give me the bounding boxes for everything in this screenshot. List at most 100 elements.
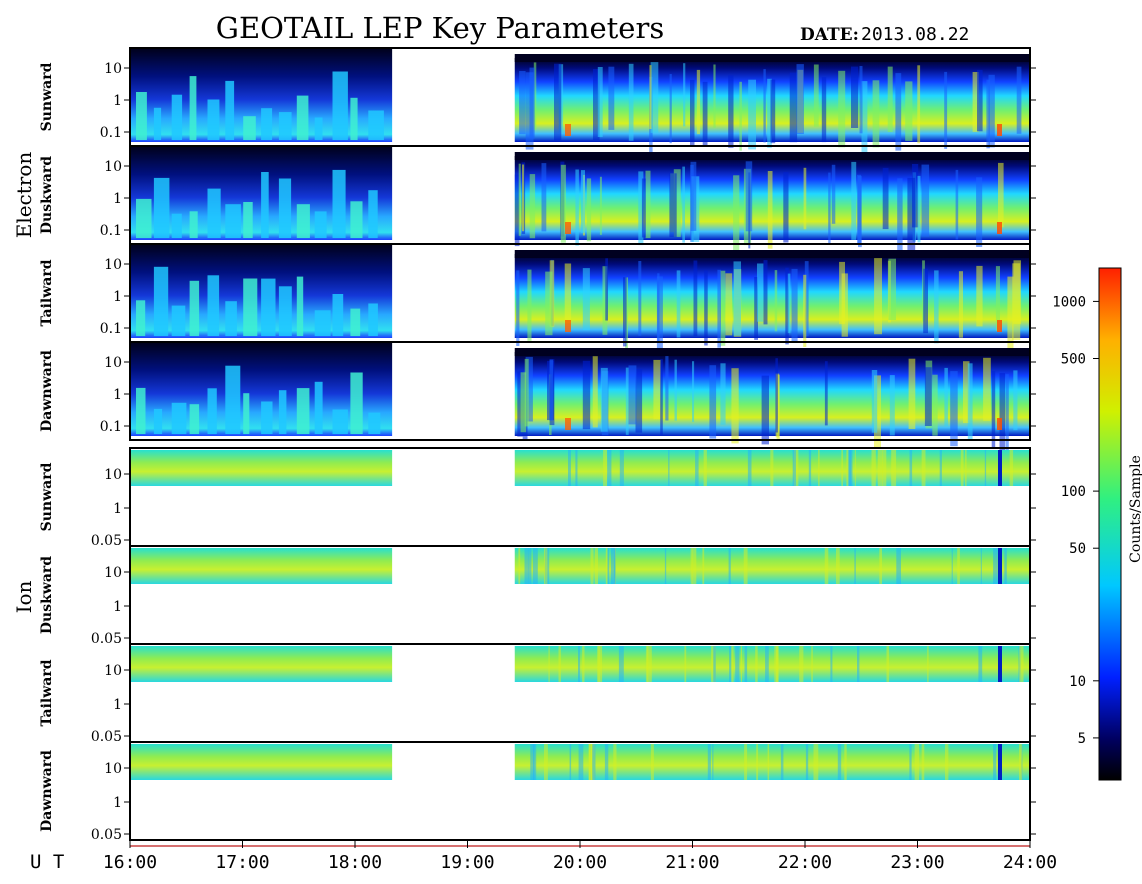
hot-spot bbox=[565, 222, 571, 234]
hot-spot bbox=[997, 124, 1002, 136]
spectrogram-column bbox=[776, 646, 778, 682]
spectrogram-column bbox=[545, 271, 553, 336]
spectrogram-column bbox=[518, 548, 521, 584]
spectrogram-column bbox=[756, 744, 759, 780]
spectrogram-column bbox=[917, 65, 921, 144]
time-tick-label: 19:00 bbox=[440, 852, 494, 873]
spectrogram-column bbox=[813, 64, 819, 127]
spectrogram-column bbox=[703, 450, 707, 486]
spectrogram-column bbox=[944, 367, 948, 427]
spectrogram-burst bbox=[243, 278, 258, 336]
spectrogram-column bbox=[770, 79, 776, 144]
y-tick-label: 0.1 bbox=[100, 419, 122, 435]
spectrogram-burst bbox=[278, 286, 292, 336]
spectrogram-ridge bbox=[514, 348, 1030, 356]
spectrogram-column bbox=[657, 273, 660, 342]
y-tick-label: 10 bbox=[104, 467, 122, 483]
spectrogram-column bbox=[811, 646, 813, 682]
date-label: DATE: bbox=[800, 25, 859, 45]
y-tick-label: 10 bbox=[104, 159, 122, 175]
spectrogram-column bbox=[744, 744, 748, 780]
spectrogram-burst bbox=[278, 390, 287, 434]
y-tick-label: 0.1 bbox=[100, 321, 122, 337]
direction-label: Dawnward bbox=[39, 750, 55, 832]
spectrogram-column bbox=[744, 646, 748, 682]
spectrogram-column bbox=[588, 744, 593, 780]
spectrogram-burst bbox=[332, 409, 348, 434]
colorbar-tick-label: 500 bbox=[1061, 352, 1086, 368]
y-tick-label: 10 bbox=[104, 761, 122, 777]
spectrogram-column bbox=[676, 270, 681, 338]
spectrogram-burst bbox=[350, 97, 358, 140]
spectrogram-column bbox=[619, 450, 624, 486]
spectrogram-column bbox=[604, 744, 609, 780]
spectrogram-column bbox=[804, 261, 809, 337]
spectrogram-burst bbox=[189, 280, 200, 336]
spectrogram-column bbox=[528, 548, 532, 584]
spectrogram-column bbox=[519, 71, 526, 135]
spectrogram-column bbox=[849, 450, 853, 486]
spectrogram-column bbox=[944, 71, 948, 149]
y-tick-label: 0.05 bbox=[91, 729, 122, 745]
spectrogram-column bbox=[896, 548, 901, 584]
spectrogram-column bbox=[984, 450, 987, 486]
spectrogram-column bbox=[846, 450, 849, 486]
spectrogram-column bbox=[887, 66, 893, 132]
spectrogram-column bbox=[594, 548, 598, 584]
spectrogram-burst bbox=[225, 301, 237, 336]
spectrogram-column bbox=[590, 548, 594, 584]
spectrogram-ridge bbox=[514, 54, 1030, 62]
spectrogram-column bbox=[747, 450, 752, 486]
spectrogram-column bbox=[544, 744, 548, 780]
spectrogram-column bbox=[728, 75, 734, 148]
spectrogram-column bbox=[841, 273, 848, 337]
spectrogram-column bbox=[857, 646, 860, 682]
spectrogram-column bbox=[980, 548, 982, 584]
spectrogram-column bbox=[522, 164, 525, 232]
spectrogram-burst bbox=[243, 202, 253, 238]
spectrogram-column bbox=[729, 646, 732, 682]
spectrogram-column bbox=[532, 548, 538, 584]
spectrogram-column bbox=[967, 363, 973, 440]
spectrogram-burst bbox=[243, 393, 250, 434]
spectrogram-column bbox=[805, 744, 809, 780]
spectrogram-column bbox=[533, 62, 537, 130]
spectrogram-column bbox=[789, 72, 798, 143]
spectrogram-column bbox=[776, 374, 780, 441]
spectrogram-burst bbox=[207, 99, 220, 140]
spectrogram-column bbox=[763, 69, 766, 143]
time-tick-label: 23:00 bbox=[890, 852, 944, 873]
spectrogram-column bbox=[813, 744, 819, 780]
colorbar-tick-label: 5 bbox=[1078, 731, 1086, 747]
spectrogram-column bbox=[664, 548, 667, 584]
spectrogram-column bbox=[524, 358, 529, 427]
spectrogram-column bbox=[702, 81, 708, 147]
hot-spot bbox=[565, 320, 571, 332]
y-tick-label: 1 bbox=[113, 289, 122, 305]
spectrogram-column bbox=[761, 375, 769, 445]
spectrogram-column bbox=[669, 173, 677, 238]
spectrogram-column bbox=[702, 548, 705, 584]
spectrogram-column bbox=[854, 450, 856, 486]
spectrogram-column bbox=[767, 171, 773, 249]
spectrogram-column bbox=[932, 374, 938, 436]
spectrogram-column bbox=[891, 450, 897, 486]
spectrogram-column bbox=[690, 161, 697, 231]
spectrogram-column bbox=[682, 166, 685, 243]
spectrogram-column bbox=[886, 646, 890, 682]
spectrogram-column bbox=[963, 361, 970, 423]
hot-spot bbox=[997, 418, 1002, 430]
hot-spot bbox=[565, 124, 571, 136]
spectrogram-column bbox=[828, 172, 831, 244]
spectrogram-column bbox=[977, 69, 983, 132]
spectrogram-column bbox=[955, 169, 959, 240]
spectrogram-column bbox=[808, 450, 812, 486]
spectrogram-column bbox=[748, 79, 756, 150]
spectrogram-column bbox=[623, 277, 627, 347]
spectrogram-column bbox=[725, 273, 733, 336]
spectrogram-column bbox=[656, 276, 663, 353]
spectrogram-burst bbox=[243, 116, 256, 140]
time-tick-label: 24:00 bbox=[1003, 852, 1057, 873]
direction-label: Duskward bbox=[39, 156, 55, 234]
spectrogram-column bbox=[908, 358, 916, 429]
